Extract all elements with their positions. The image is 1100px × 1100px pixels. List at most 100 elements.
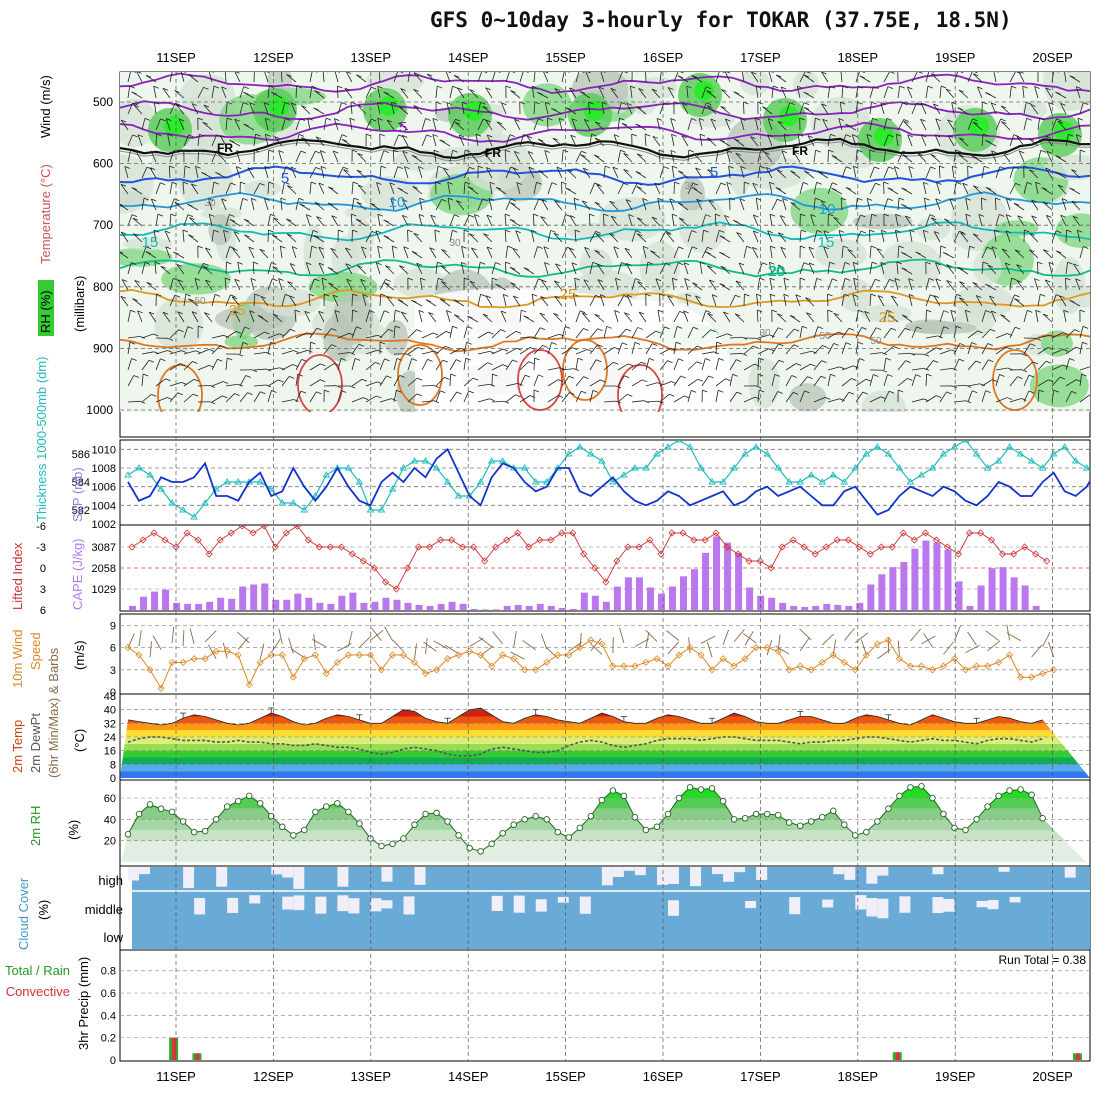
wind-barb-flag: [881, 229, 887, 233]
wind-barb: [291, 246, 297, 259]
rh-shade: [244, 180, 282, 198]
lifted-index-point: [205, 550, 213, 558]
wind-barb-flag: [550, 229, 556, 233]
wind-barb: [553, 313, 563, 323]
wind-barb: [547, 117, 549, 131]
wind-barb: [1035, 310, 1039, 323]
wind-barb: [135, 151, 143, 163]
wind-barb-flag: [533, 213, 539, 217]
wind-barb-flag: [234, 118, 240, 122]
wind-barb: [392, 149, 395, 163]
temp-band: [120, 757, 1090, 765]
wind-speed-point: [807, 666, 815, 674]
rh-shade: [120, 247, 173, 267]
wind-barb-flag: [380, 293, 386, 297]
wind-barb: [589, 134, 592, 147]
wind-barb-flag: [720, 182, 726, 186]
wind-barb-flag: [1056, 250, 1062, 254]
wind-barb-flag: [198, 149, 204, 153]
wind-barb-flag: [416, 393, 423, 397]
wind-barb: [959, 281, 969, 291]
lifted-index-point: [392, 585, 401, 593]
wind-barb-flag: [287, 281, 293, 284]
wind-barb-flag: [235, 330, 242, 334]
lifted-index-point: [227, 529, 235, 537]
rh-shade: [861, 390, 906, 412]
wind-barb-flag: [272, 313, 279, 317]
wind-barb-flag: [540, 216, 546, 219]
wind-barb-flag: [209, 385, 216, 388]
wind-barb-flag: [538, 138, 544, 142]
rh-point: [532, 812, 539, 820]
wind-barb: [169, 294, 176, 307]
rh-point: [433, 809, 440, 817]
wind-barb-flag: [771, 309, 777, 313]
freezing-level-line-2: [120, 141, 1090, 162]
wind-barb-flag: [1076, 134, 1082, 138]
wind-barb-flag: [278, 150, 284, 153]
wind-barb: [782, 198, 787, 211]
wind-barb-flag: [551, 182, 558, 186]
wind-barb: [880, 230, 885, 243]
thickness-point: [741, 450, 749, 457]
wind-barb-flag: [237, 353, 244, 357]
wind-barb-flag: [865, 378, 872, 382]
wind-barb: [169, 329, 179, 339]
wind-barb-flag: [595, 232, 601, 236]
wind-barb: [469, 637, 484, 647]
wind-barb: [594, 201, 605, 211]
wind-barb-flag: [1045, 87, 1051, 91]
wind-barb: [925, 214, 931, 227]
wind-barb: [755, 198, 759, 211]
wind-barb-flag: [188, 134, 194, 138]
wind-barb-flag: [243, 102, 249, 105]
wind-barb: [769, 294, 773, 307]
wind-barb-flag: [500, 329, 506, 332]
wind-barb-flag: [242, 197, 248, 201]
wind-speed-point: [322, 669, 330, 678]
wind-barb-flag: [197, 117, 203, 121]
wind-barb: [752, 183, 759, 195]
wind-barb-flag: [619, 117, 625, 121]
cape-bar: [272, 599, 280, 610]
wind-barb: [169, 392, 178, 403]
wind-barb-flag: [259, 248, 265, 252]
wind-barb-flag: [1040, 149, 1046, 153]
wind-barb-flag: [403, 246, 409, 250]
wind-barb-flag: [870, 245, 877, 249]
wind-barb-flag: [624, 247, 631, 251]
wind-barb: [533, 278, 539, 291]
wind-barb-flag: [820, 375, 827, 379]
wind-barb-flag: [235, 72, 240, 74]
precip-tick: 0.4: [101, 1010, 116, 1022]
wind-barb: [808, 246, 815, 259]
wind-barb-flag: [120, 231, 127, 235]
wind-barb: [651, 216, 661, 227]
wind-barb-flag: [139, 400, 146, 404]
wind-barb-flag: [393, 149, 399, 153]
wind-barb: [485, 119, 493, 131]
wind-barb-flag: [880, 396, 886, 400]
wind-barb-flag: [498, 72, 501, 73]
wind-barb-flag: [793, 328, 800, 332]
wind-speed-point: [565, 651, 573, 659]
wind-barb-flag: [148, 359, 155, 363]
wind-barb: [260, 296, 269, 307]
wind-barb-flag: [708, 375, 714, 379]
wind-barb: [710, 118, 717, 131]
wind-barb: [183, 378, 195, 387]
wind-barb: [799, 182, 804, 195]
wind-barb-flag: [1073, 263, 1079, 267]
wind-barb: [1028, 138, 1039, 147]
wind-barb: [1051, 376, 1061, 387]
wind-barb-flag: [450, 373, 456, 377]
cloud-high-gap: [601, 867, 613, 886]
rh-band: [120, 808, 1090, 820]
wind-barb: [264, 166, 269, 179]
wind-barb: [332, 294, 339, 307]
wind-barb-flag: [793, 392, 799, 395]
wind-barb-flag: [270, 341, 276, 345]
wind-barb-flag: [831, 187, 837, 191]
wind-barb: [768, 262, 773, 275]
thickness-point: [388, 485, 397, 492]
